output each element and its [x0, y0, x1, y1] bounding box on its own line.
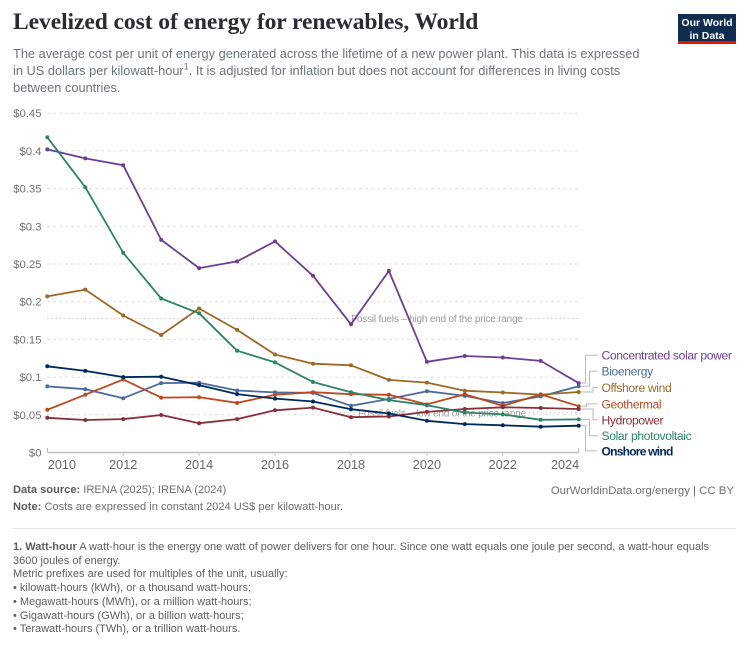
- svg-text:$0.05: $0.05: [13, 410, 41, 422]
- svg-text:Concentrated solar power: Concentrated solar power: [602, 349, 732, 363]
- svg-text:$0.3: $0.3: [20, 221, 42, 233]
- svg-text:Fossil fuels – high end of the: Fossil fuels – high end of the price ran…: [351, 314, 523, 325]
- svg-text:$0: $0: [29, 448, 42, 460]
- svg-text:$0.45: $0.45: [13, 108, 41, 120]
- svg-text:2020: 2020: [413, 458, 441, 472]
- svg-text:Hydropower: Hydropower: [602, 413, 664, 427]
- svg-text:$0.35: $0.35: [13, 184, 41, 196]
- svg-text:$0.1: $0.1: [20, 372, 42, 384]
- svg-text:Geothermal: Geothermal: [602, 397, 662, 411]
- svg-text:2012: 2012: [109, 458, 137, 472]
- svg-text:Onshore wind: Onshore wind: [602, 444, 673, 458]
- svg-text:$0.2: $0.2: [20, 297, 42, 309]
- svg-text:$0.25: $0.25: [13, 259, 41, 271]
- svg-text:2022: 2022: [489, 458, 517, 472]
- svg-text:Fossil fuels – low end of the: Fossil fuels – low end of the price rang…: [358, 408, 527, 419]
- svg-text:2014: 2014: [185, 458, 213, 472]
- svg-text:Solar photovoltaic: Solar photovoltaic: [602, 429, 692, 443]
- svg-text:2024: 2024: [551, 458, 579, 472]
- svg-text:Bioenergy: Bioenergy: [602, 365, 655, 379]
- svg-text:Offshore wind: Offshore wind: [602, 381, 672, 395]
- svg-text:2010: 2010: [48, 458, 76, 472]
- svg-text:2018: 2018: [337, 458, 365, 472]
- svg-text:2016: 2016: [261, 458, 289, 472]
- svg-text:$0.4: $0.4: [20, 146, 42, 158]
- svg-text:$0.15: $0.15: [13, 334, 41, 346]
